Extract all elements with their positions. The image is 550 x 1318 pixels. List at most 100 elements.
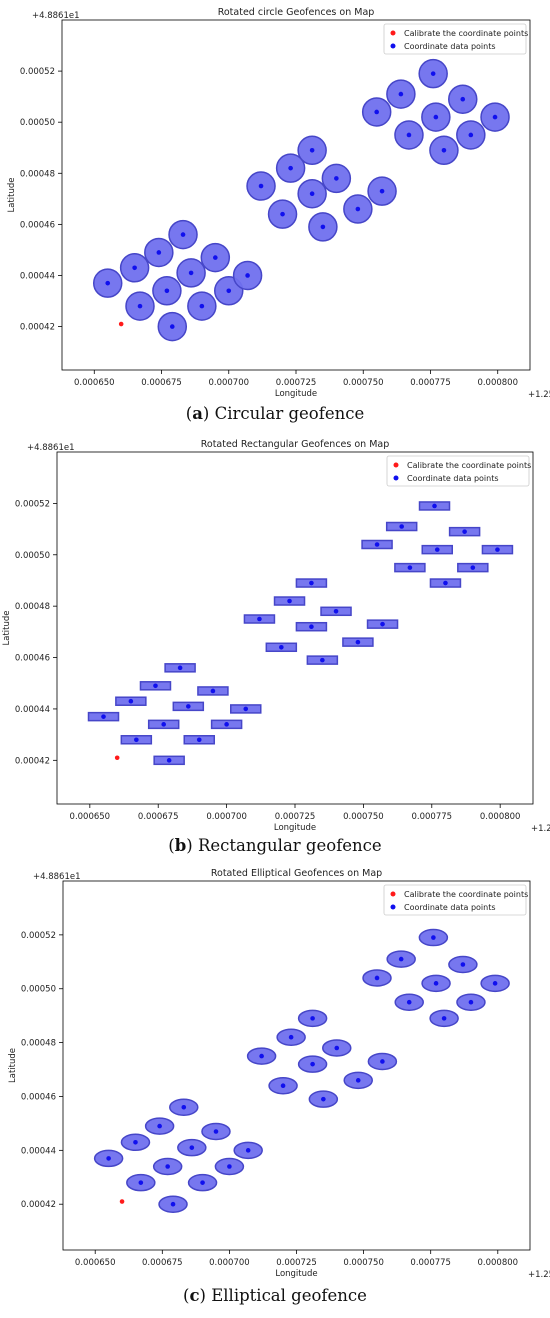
coordinate-data-point xyxy=(181,1104,187,1110)
coordinate-data-point xyxy=(320,224,326,230)
x-tick-label: 0.000725 xyxy=(276,1258,317,1268)
coordinate-data-point xyxy=(309,191,315,197)
coordinate-data-point xyxy=(280,211,285,217)
coordinate-data-point xyxy=(166,758,172,763)
coordinate-data-point xyxy=(470,565,476,570)
coordinate-data-point xyxy=(199,303,205,309)
coordinate-data-point xyxy=(443,580,448,586)
coordinate-data-point xyxy=(433,981,439,986)
coordinate-data-point xyxy=(165,1164,170,1169)
y-tick-label: 0.00046 xyxy=(15,654,50,664)
coordinate-data-point xyxy=(196,737,202,743)
coordinate-data-point xyxy=(226,288,232,294)
plot-area xyxy=(62,880,531,1251)
coordinate-data-point xyxy=(462,529,467,534)
coordinate-data-point xyxy=(309,147,315,153)
y-tick-label: 0.00052 xyxy=(20,67,55,77)
y-tick-label: 0.00048 xyxy=(15,602,50,612)
legend-data-marker xyxy=(390,43,396,49)
coordinate-data-point xyxy=(101,714,106,719)
coordinate-data-point xyxy=(157,1123,162,1129)
elliptical-geofence-figure: Rotated Elliptical Geofences on Map +4.88… xyxy=(0,864,550,1318)
legend-calibrate-marker xyxy=(390,891,396,897)
x-tick-label: 0.000775 xyxy=(410,378,451,388)
x-offset-label: +1.25306e2 xyxy=(528,1270,550,1280)
x-axis-label: Longitude xyxy=(275,1269,317,1279)
coordinate-data-point xyxy=(407,565,413,570)
rectangular-geofence-chart: Rotated Rectangular Geofences on Map +4.8… xyxy=(2,439,550,832)
coordinate-data-point xyxy=(186,704,191,709)
x-tick-label: 0.000725 xyxy=(276,378,317,388)
coordinate-data-point xyxy=(460,962,466,967)
coordinate-data-point xyxy=(309,624,314,630)
coordinate-data-point xyxy=(134,737,139,743)
coordinate-data-point xyxy=(257,616,262,622)
coordinate-data-point xyxy=(406,132,412,138)
coordinate-data-point xyxy=(188,270,194,276)
x-offset-label: +1.25306e2 xyxy=(531,824,550,832)
y-offset-label: +4.8861e1 xyxy=(27,443,75,453)
legend-data-label: Coordinate data points xyxy=(404,903,496,912)
x-tick-label: 0.000750 xyxy=(343,378,384,388)
coordinate-data-point xyxy=(106,1156,111,1161)
coordinate-data-point xyxy=(432,503,437,509)
y-tick-label: 0.00052 xyxy=(15,499,50,509)
coordinate-data-point xyxy=(133,1139,138,1145)
y-offset-label: +4.8861e1 xyxy=(33,872,81,882)
coordinate-data-point xyxy=(495,547,500,552)
chart-title: Rotated Elliptical Geofences on Map xyxy=(211,868,382,879)
x-axis-label: Longitude xyxy=(274,823,316,832)
coordinate-data-point xyxy=(224,722,229,727)
coordinate-data-point xyxy=(379,188,385,194)
legend-data-marker xyxy=(393,475,399,481)
coordinate-data-point xyxy=(177,665,183,671)
coordinate-data-point xyxy=(132,265,137,271)
legend-data-label: Coordinate data points xyxy=(404,42,496,51)
y-tick-label: 0.00050 xyxy=(20,118,55,128)
coordinate-data-point xyxy=(180,232,186,237)
coordinate-data-point xyxy=(398,956,404,962)
coordinate-data-point xyxy=(287,598,292,604)
coordinate-data-point xyxy=(245,273,250,278)
coordinate-data-point xyxy=(468,132,474,138)
y-offset-label: +4.8861e1 xyxy=(32,11,80,21)
chart-title: Rotated Rectangular Geofences on Map xyxy=(201,439,390,450)
coordinate-data-point xyxy=(492,114,498,120)
x-tick-label: 0.000675 xyxy=(138,812,179,822)
y-axis-label: Latitude xyxy=(7,178,17,213)
coordinate-data-point xyxy=(153,683,158,689)
coordinate-data-point xyxy=(310,1016,315,1021)
x-offset-label: +1.25306e2 xyxy=(528,390,550,400)
calibrate-point xyxy=(119,1199,125,1204)
x-tick-label: 0.000800 xyxy=(480,812,521,822)
coordinate-data-point xyxy=(380,621,385,627)
x-tick-label: 0.000650 xyxy=(75,1258,116,1268)
coordinate-data-point xyxy=(430,71,436,76)
coordinate-data-point xyxy=(399,524,404,529)
coordinate-data-point xyxy=(333,608,339,614)
x-tick-label: 0.000650 xyxy=(70,812,111,822)
legend-box xyxy=(383,884,527,916)
rectangular-geofence-figure: Rotated Rectangular Geofences on Map +4.8… xyxy=(0,432,550,864)
y-tick-label: 0.00050 xyxy=(21,985,56,995)
coordinate-data-point xyxy=(227,1164,232,1169)
circular-geofence-chart: Rotated circle Geofences on Map +4.8861e1… xyxy=(7,7,550,400)
coordinate-data-point xyxy=(321,1096,326,1102)
coordinate-data-point xyxy=(258,183,264,189)
caption-c: (c) Elliptical geofence xyxy=(183,1286,367,1305)
coordinate-data-point xyxy=(164,288,170,294)
y-axis-label: Latitude xyxy=(2,611,12,646)
y-tick-label: 0.00046 xyxy=(21,1092,56,1102)
coordinate-data-point xyxy=(431,935,436,940)
legend-calibrate-label: Calibrate the coordinate points xyxy=(407,461,531,470)
coordinate-data-point xyxy=(259,1053,264,1059)
coordinate-data-point xyxy=(170,1201,176,1207)
coordinate-data-point xyxy=(310,1061,315,1067)
x-tick-label: 0.000700 xyxy=(209,1258,250,1268)
x-tick-label: 0.000775 xyxy=(410,1258,451,1268)
coordinate-data-point xyxy=(245,1148,251,1153)
x-tick-label: 0.000750 xyxy=(343,812,384,822)
coordinate-data-point xyxy=(334,1045,340,1051)
x-tick-label: 0.000675 xyxy=(142,1258,183,1268)
coordinate-data-point xyxy=(288,165,293,171)
